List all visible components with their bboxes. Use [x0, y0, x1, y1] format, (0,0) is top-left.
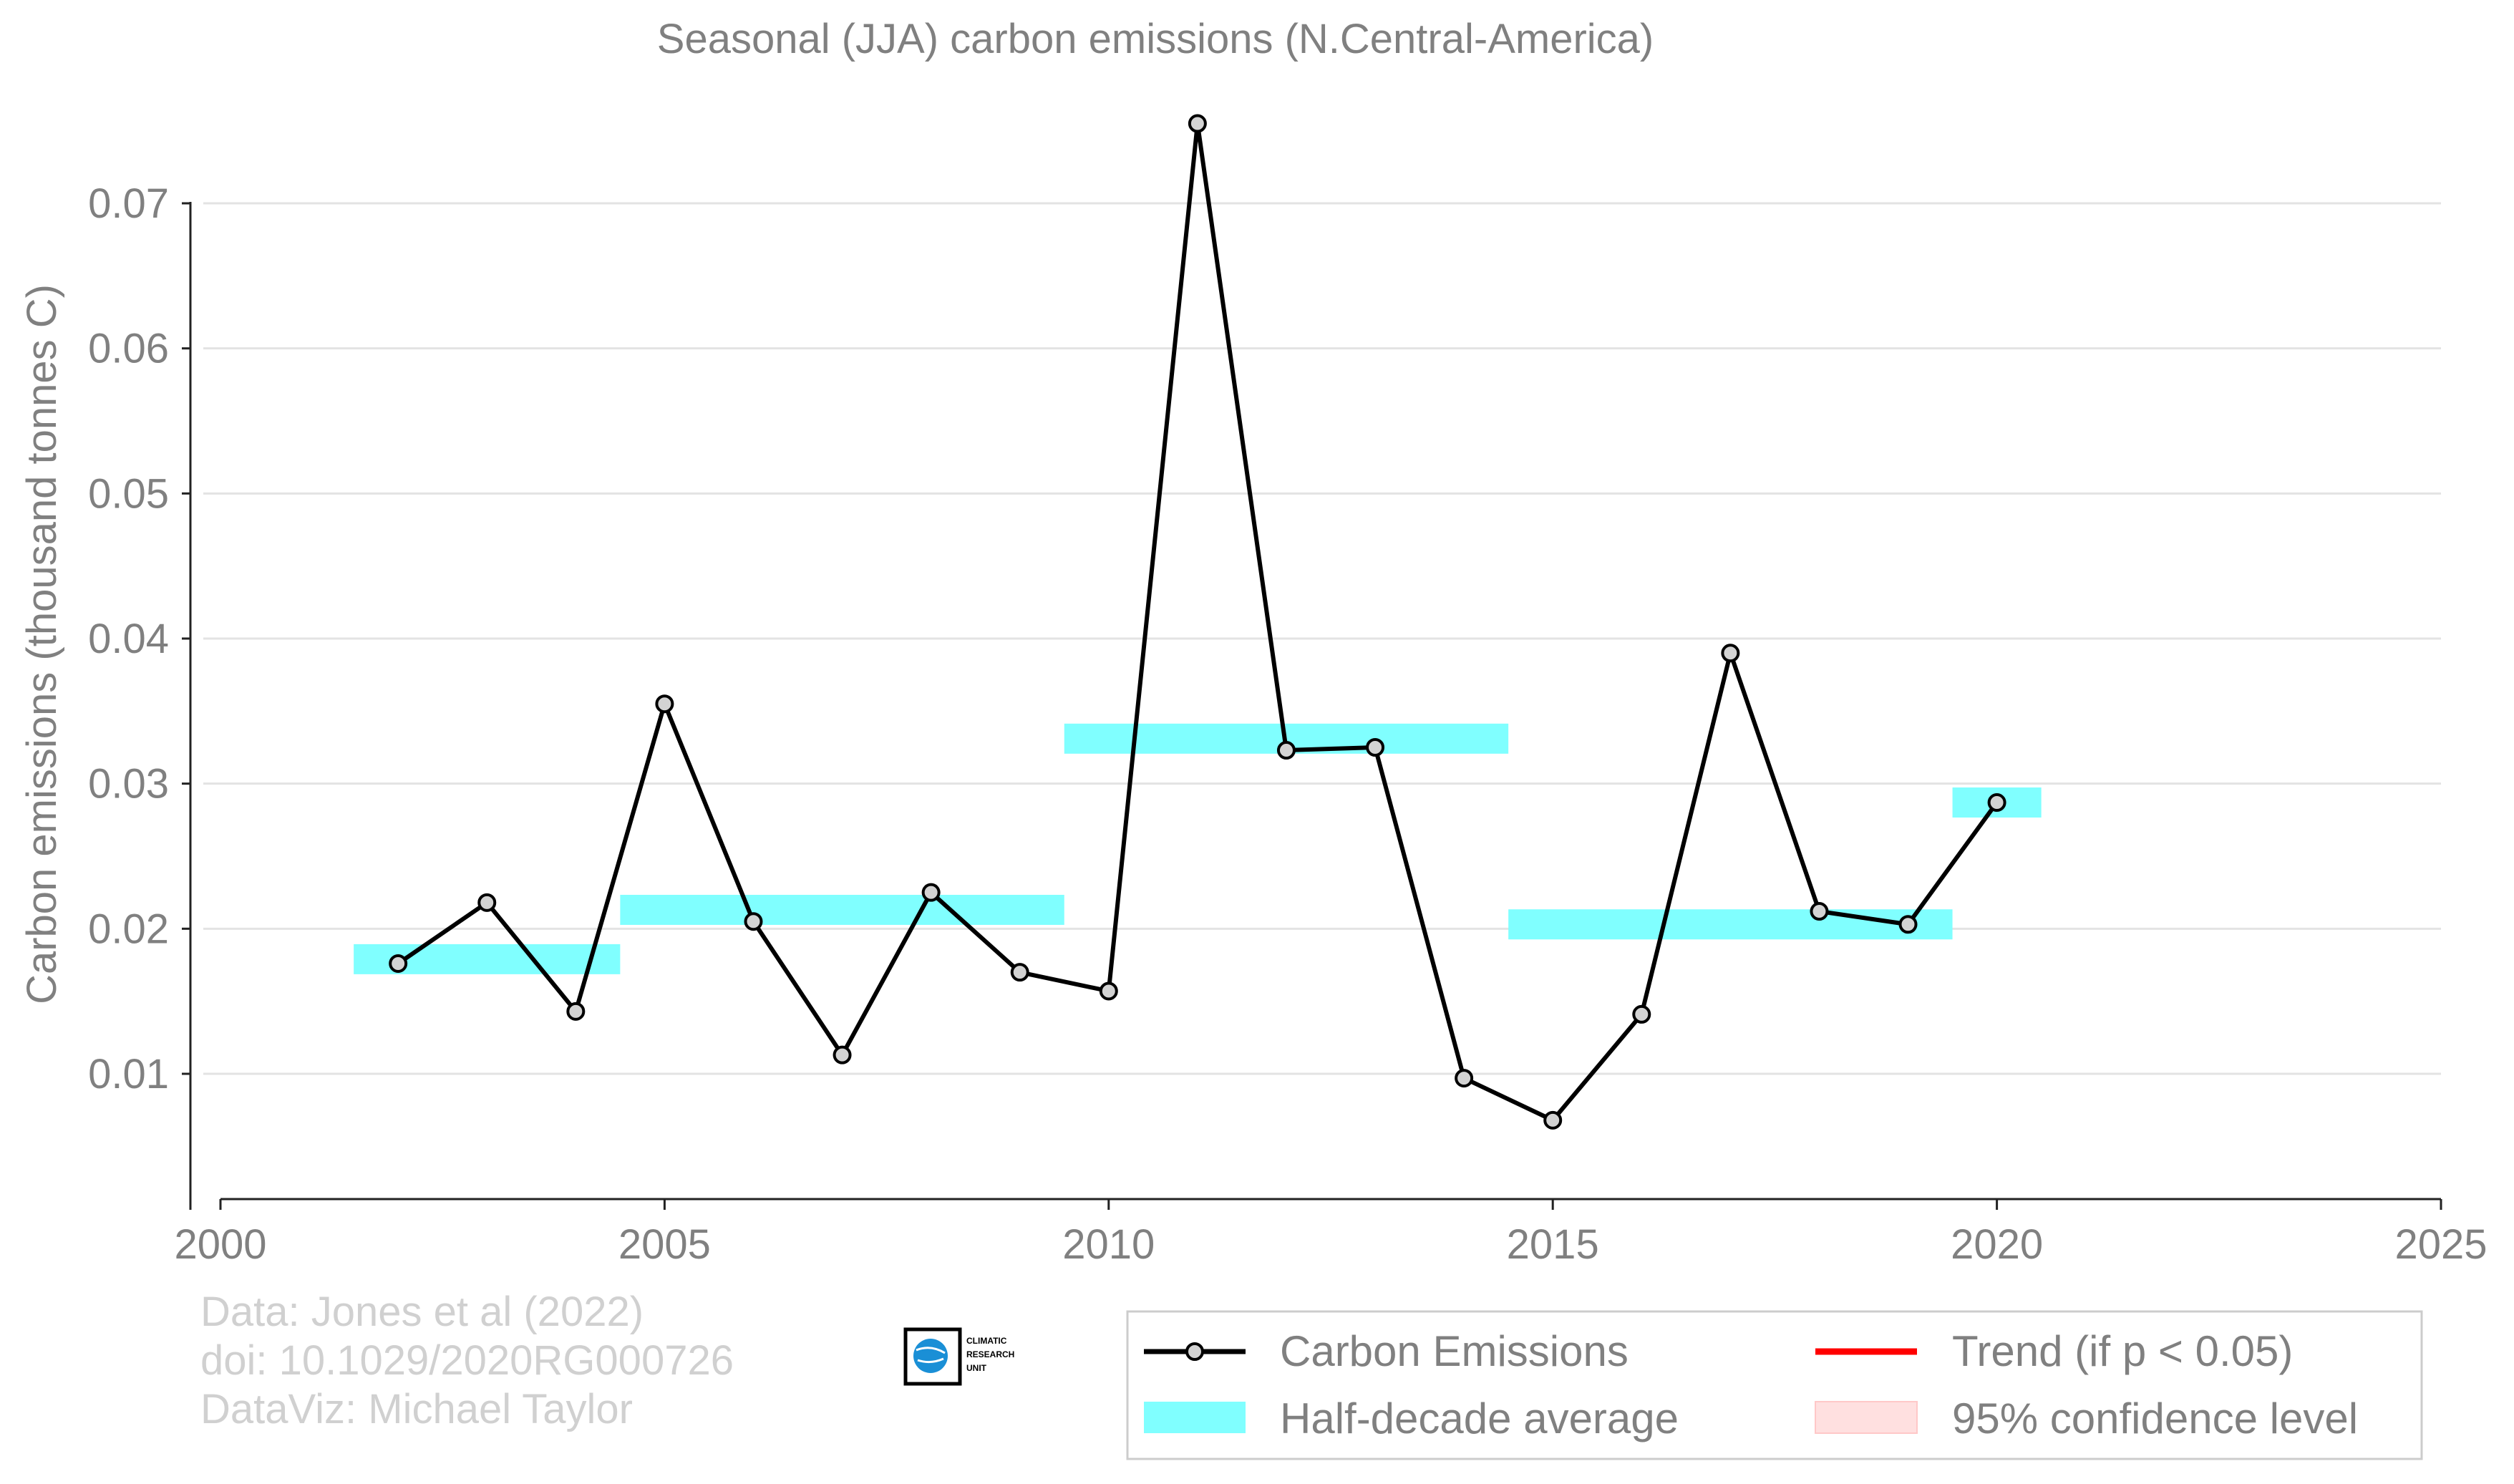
x-tick-label: 2005 — [618, 1221, 711, 1268]
emissions-line — [397, 121, 1999, 1122]
logo-line-3: UNIT — [966, 1363, 987, 1373]
chart-title: Seasonal (JJA) carbon emissions (N.Centr… — [657, 16, 1654, 62]
data-point — [1276, 741, 1296, 760]
legend-label-confidence: 95% confidence level — [1952, 1395, 2358, 1442]
data-point — [1366, 738, 1385, 757]
logo-line-2: RESEARCH — [966, 1349, 1014, 1359]
data-point — [1987, 793, 2006, 813]
data-point — [1543, 1110, 1563, 1130]
credit-dataviz: DataViz: Michael Taylor — [200, 1386, 633, 1432]
data-point — [1721, 644, 1740, 663]
emissions-series — [397, 121, 1999, 1122]
half-decade-band — [620, 894, 1064, 925]
data-point — [1188, 114, 1207, 133]
half-decade-bands — [354, 723, 2042, 974]
y-axis-label: Carbon emissions (thousand tonnes C) — [19, 284, 65, 1004]
x-tick-label: 2010 — [1062, 1221, 1155, 1268]
y-tick-label: 0.07 — [88, 180, 169, 227]
y-tick-label: 0.06 — [88, 326, 169, 372]
data-point — [1810, 902, 1829, 921]
y-tick-label: 0.01 — [88, 1051, 169, 1097]
y-axis-ticks: 0.01 0.02 0.03 0.04 0.05 0.06 0.07 — [88, 180, 190, 1097]
grid-lines — [203, 202, 2441, 1075]
credit-data-source: Data: Jones et al (2022) — [200, 1289, 644, 1335]
legend-label-trend: Trend (if p < 0.05) — [1952, 1327, 2293, 1375]
x-tick-label: 2015 — [1507, 1221, 1599, 1268]
x-axis-ticks: 2000 2005 2010 2015 2020 2025 — [174, 1199, 2488, 1268]
data-point — [1010, 963, 1029, 982]
legend-swatch-confidence — [1815, 1401, 1918, 1434]
data-point — [655, 694, 674, 714]
legend: Carbon Emissions Trend (if p < 0.05) Hal… — [1126, 1310, 2423, 1460]
legend-swatch-half-decade — [1144, 1402, 1246, 1433]
y-tick-label: 0.03 — [88, 761, 169, 808]
data-point — [921, 883, 941, 902]
y-tick-label: 0.04 — [88, 616, 169, 662]
data-point — [477, 893, 497, 912]
data-point — [1099, 981, 1118, 1001]
data-point — [566, 1002, 586, 1021]
data-point — [389, 954, 408, 973]
legend-label-half-decade: Half-decade average — [1280, 1395, 1679, 1442]
cru-logo: CLIMATIC RESEARCH UNIT — [903, 1327, 1014, 1386]
data-point — [1455, 1069, 1474, 1088]
data-point — [1898, 915, 1918, 934]
x-tick-label: 2025 — [2394, 1221, 2487, 1268]
emissions-points — [389, 114, 2006, 1130]
credit-doi: doi: 10.1029/2020RG000726 — [200, 1337, 734, 1384]
y-tick-label: 0.05 — [88, 470, 169, 517]
globe-icon — [913, 1339, 948, 1373]
legend-box — [1126, 1310, 2423, 1460]
y-tick-label: 0.02 — [88, 906, 169, 952]
data-point — [744, 912, 763, 931]
half-decade-band — [1508, 909, 1953, 940]
x-tick-label: 2020 — [1951, 1221, 2043, 1268]
x-tick-label: 2000 — [174, 1221, 266, 1268]
data-point — [833, 1045, 852, 1064]
data-point — [1632, 1004, 1651, 1024]
logo-line-1: CLIMATIC — [966, 1336, 1007, 1346]
legend-label-emissions: Carbon Emissions — [1280, 1327, 1629, 1375]
legend-marker-emissions — [1185, 1342, 1204, 1361]
